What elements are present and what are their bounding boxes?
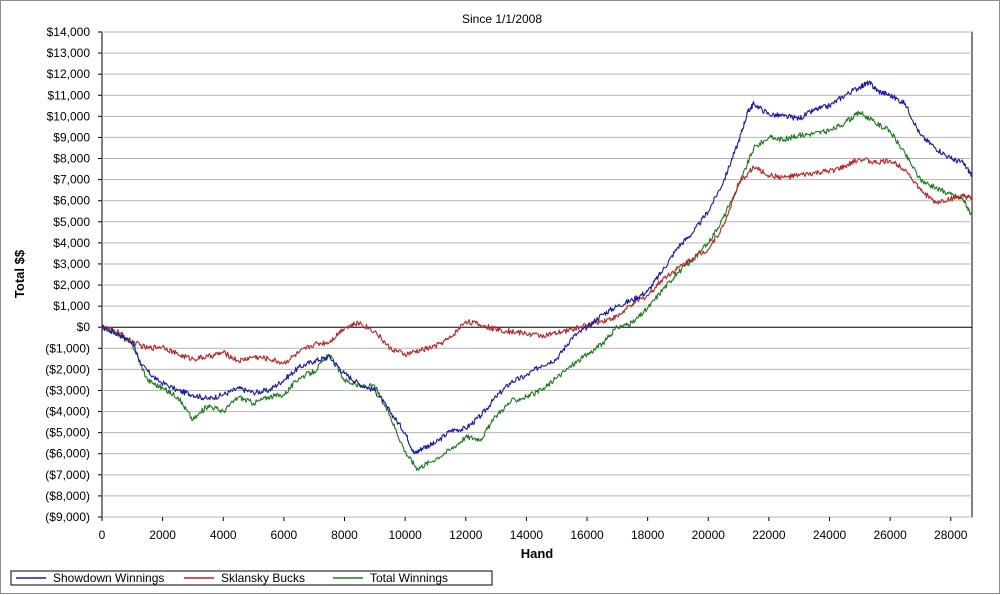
- x-tick-label: 8000: [331, 528, 358, 542]
- legend-label: Sklansky Bucks: [221, 571, 305, 585]
- y-tick-label: $3,000: [53, 257, 90, 271]
- series-lines: [101, 80, 973, 471]
- x-tick-label: 4000: [210, 528, 237, 542]
- x-tick-label: 18000: [631, 528, 665, 542]
- x-tick-label: 20000: [692, 528, 726, 542]
- y-tick-label: $4,000: [53, 236, 90, 250]
- chart-title: Since 1/1/2008: [462, 12, 542, 26]
- y-tick-label: ($4,000): [45, 405, 90, 419]
- y-tick-label: $2,000: [53, 278, 90, 292]
- axes: [98, 31, 972, 521]
- x-tick-label: 10000: [388, 528, 422, 542]
- plot-area: [101, 31, 973, 518]
- y-axis-label: Total $$: [12, 249, 27, 298]
- y-tick-label: ($6,000): [45, 447, 90, 461]
- y-tick-label: $13,000: [47, 46, 91, 60]
- x-axis-label: Hand: [521, 546, 554, 561]
- y-tick-label: ($3,000): [45, 383, 90, 397]
- y-tick-label: ($1,000): [45, 341, 90, 355]
- y-tick-label: $11,000: [48, 88, 91, 102]
- x-tick-label: 26000: [873, 528, 907, 542]
- y-tick-label: $6,000: [53, 194, 90, 208]
- y-tick-label: $5,000: [53, 215, 90, 229]
- series-line-total-winnings: [101, 110, 973, 471]
- y-tick-label: $8,000: [53, 152, 90, 166]
- y-tick-label: $1,000: [53, 299, 90, 313]
- x-tick-label: 2000: [149, 528, 176, 542]
- legend-label: Showdown Winnings: [53, 571, 164, 585]
- x-tick-labels: 0 2000 4000 6000 8000 10000 12000 14000 16000 180…: [99, 528, 968, 542]
- y-tick-label: ($7,000): [45, 468, 90, 482]
- y-tick-label: ($5,000): [45, 426, 90, 440]
- y-tick-label: $7,000: [53, 173, 90, 187]
- x-tick-label: 22000: [752, 528, 786, 542]
- y-tick-label: ($8,000): [45, 489, 90, 503]
- x-tick-label: 14000: [510, 528, 544, 542]
- y-tick-label: $9,000: [53, 130, 90, 144]
- series-line-sklansky-bucks: [101, 157, 973, 365]
- y-tick-label: ($2,000): [45, 362, 90, 376]
- series-line-showdown-winnings: [101, 80, 973, 455]
- legend: Showdown Winnings Sklansky Bucks Total Win…: [10, 570, 493, 586]
- x-tick-label: 28000: [934, 528, 968, 542]
- y-tick-labels: $14,000 $13,000 $12,000 $11,000 $10,000 $9,00…: [45, 25, 90, 524]
- x-tick-label: 24000: [813, 528, 847, 542]
- gridlines: [102, 31, 972, 518]
- legend-label: Total Winnings: [370, 571, 448, 585]
- y-tick-label: $10,000: [47, 109, 91, 123]
- y-tick-label: $12,000: [47, 67, 91, 81]
- y-tick-label: ($9,000): [45, 510, 90, 524]
- x-tick-label: 12000: [449, 528, 483, 542]
- x-tick-label: 6000: [271, 528, 298, 542]
- x-tick-label: 16000: [570, 528, 604, 542]
- y-tick-label: $0: [77, 320, 91, 334]
- x-tick-label: 0: [99, 528, 106, 542]
- y-tick-label: $14,000: [47, 25, 91, 39]
- legend-box: [10, 570, 493, 586]
